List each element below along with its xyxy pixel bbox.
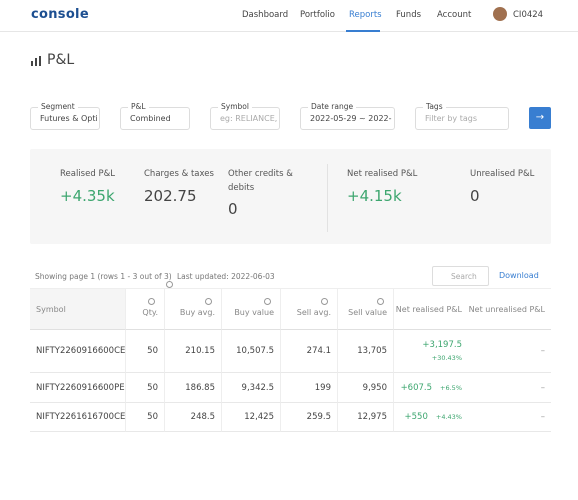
nav-underline [346, 30, 380, 32]
header-text: Symbol [36, 304, 66, 314]
table-cell: 12,975 [338, 403, 394, 432]
info-icon [148, 298, 155, 305]
summary-label: Realised P&L [60, 169, 115, 179]
nav-link[interactable]: Dashboard [242, 10, 289, 20]
pnl-cell: +3,197.5 +30.43% [394, 330, 468, 373]
info-icon [205, 298, 212, 305]
chart-icon [31, 56, 41, 66]
summary-value: 202.75 [144, 187, 197, 205]
pnl-value: +607.5 [400, 382, 433, 393]
column-header[interactable]: Buy avg. [165, 288, 222, 330]
table-cell: 186.85 [165, 373, 222, 403]
header-text: Qty. [142, 308, 158, 317]
avatar[interactable] [493, 7, 507, 21]
table-cell: 9,342.5 [222, 373, 281, 403]
column-header[interactable]: Net realised P&L [394, 288, 468, 330]
summary-value: 0 [228, 200, 238, 218]
user-id[interactable]: CI0424 [513, 10, 544, 20]
divider [327, 164, 328, 232]
download-link[interactable]: Download [499, 271, 539, 280]
summary-value: 0 [470, 187, 480, 205]
column-header[interactable]: Qty. [126, 288, 165, 330]
page-info: Showing page 1 (rows 1 - 3 out of 3) [35, 272, 172, 281]
summary-panel [30, 149, 551, 244]
summary-value: +4.35k [60, 187, 115, 205]
table-cell: 13,705 [338, 330, 394, 373]
column-header[interactable]: Net unrealised P&L [468, 288, 551, 330]
filter-input[interactable]: Combined [120, 107, 190, 130]
symbol-cell: NIFTY2260916600CE [30, 330, 126, 373]
submit-button[interactable]: → [529, 107, 551, 129]
clock-icon [166, 272, 176, 291]
header-text: Buy value [234, 308, 274, 317]
table-cell: 50 [126, 330, 165, 373]
table-cell: 259.5 [281, 403, 338, 432]
pnl-value: +550 [404, 412, 428, 422]
column-header[interactable]: Symbol [30, 288, 126, 330]
pnl-percent: +4.43% [435, 413, 462, 421]
table-cell: – [468, 330, 551, 373]
info-icon [321, 298, 328, 305]
pnl-cell: +550 +4.43% [394, 403, 468, 432]
table-cell: – [468, 403, 551, 432]
header-text: Net unrealised P&L [468, 304, 545, 314]
table-cell: 248.5 [165, 403, 222, 432]
table-cell: – [468, 373, 551, 403]
filter-label: Symbol [218, 102, 252, 111]
search-input[interactable]: Search [432, 266, 489, 286]
info-icon [264, 298, 271, 305]
table-cell: 12,425 [222, 403, 281, 432]
filter-label: P&L [128, 102, 149, 111]
summary-label: Charges & taxes [144, 169, 214, 179]
table-cell: 9,950 [338, 373, 394, 403]
header-text: Sell avg. [296, 308, 331, 317]
filter-label: Segment [38, 102, 78, 111]
header-text: Net realised P&L [395, 304, 462, 314]
info-icon [377, 298, 384, 305]
nav-link[interactable]: Account [437, 10, 472, 20]
page-title: P&L [47, 52, 75, 68]
table-cell: 210.15 [165, 330, 222, 373]
filter-input[interactable]: Filter by tags [415, 107, 509, 130]
pnl-value: +3,197.5 [422, 340, 462, 350]
table-cell: 50 [126, 373, 165, 403]
last-updated: Last updated: 2022-06-03 [177, 272, 275, 281]
column-header[interactable]: Sell value [338, 288, 394, 330]
table-cell: 199 [281, 373, 338, 403]
summary-value: +4.15k [347, 187, 402, 205]
symbol-cell: NIFTY2260916600PE [30, 373, 126, 403]
pnl-percent: +30.43% [431, 354, 462, 362]
table-cell: 10,507.5 [222, 330, 281, 373]
table-cell: 274.1 [281, 330, 338, 373]
nav-link[interactable]: Portfolio [300, 10, 335, 20]
summary-label: Other credits & debits [228, 169, 293, 193]
nav-link[interactable]: Reports [349, 10, 382, 20]
pnl-percent: +6.5% [440, 383, 462, 392]
table-cell: 50 [126, 403, 165, 432]
column-header[interactable]: Sell avg. [281, 288, 338, 330]
symbol-cell: NIFTY2261616700CE [30, 403, 126, 432]
filter-label: Date range [308, 102, 357, 111]
column-header[interactable]: Buy value [222, 288, 281, 330]
summary-label: Unrealised P&L [470, 169, 535, 179]
nav-link[interactable]: Funds [396, 10, 422, 20]
pnl-cell: +607.5 +6.5% [394, 373, 468, 403]
summary-label: Net realised P&L [347, 169, 418, 179]
filter-label: Tags [423, 102, 446, 111]
logo[interactable]: console [31, 7, 89, 22]
nav-bar: console CI0424 [0, 0, 578, 32]
header-text: Sell value [348, 308, 387, 317]
header-text: Buy avg. [179, 308, 215, 317]
